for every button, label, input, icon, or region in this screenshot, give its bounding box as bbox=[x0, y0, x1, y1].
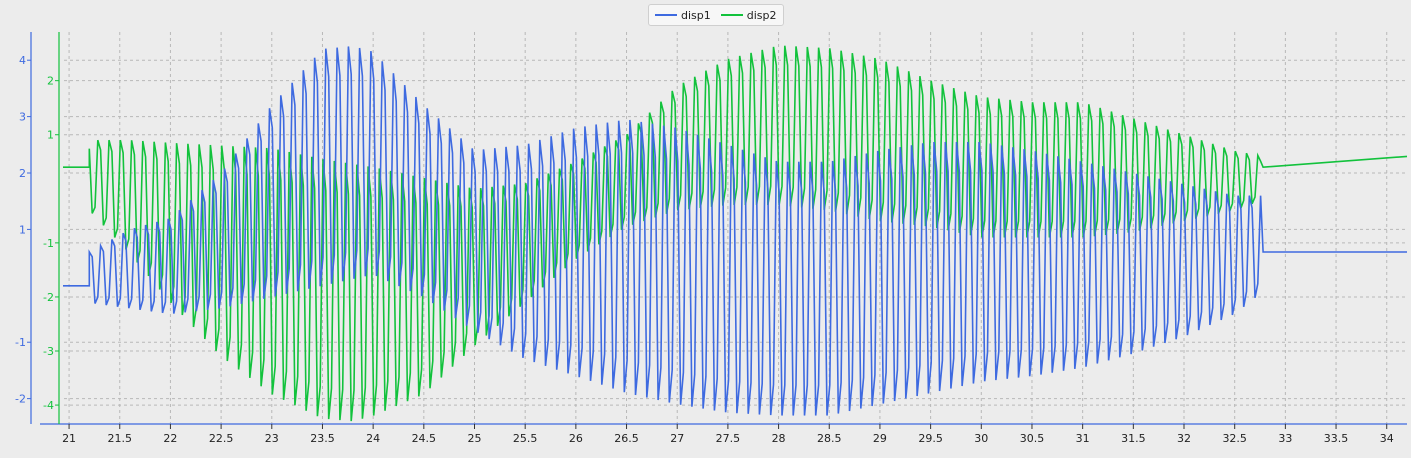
y-tick-label-disp1: -2 bbox=[15, 393, 26, 406]
x-tick-label: 30.5 bbox=[1020, 432, 1045, 445]
x-tick-label: 25 bbox=[468, 432, 482, 445]
x-tick-label: 24 bbox=[366, 432, 380, 445]
x-tick-label: 21.5 bbox=[107, 432, 132, 445]
x-tick-label: 29 bbox=[873, 432, 887, 445]
x-tick-label: 23 bbox=[265, 432, 279, 445]
y-tick-label-disp2: 2 bbox=[47, 75, 54, 88]
legend-swatch-disp2 bbox=[720, 14, 743, 16]
series-line-disp1 bbox=[63, 46, 1407, 416]
y-tick-label-disp2: -3 bbox=[43, 345, 54, 358]
legend-label-disp1: disp1 bbox=[681, 8, 711, 22]
x-tick-label: 24.5 bbox=[412, 432, 437, 445]
x-tick-label: 30 bbox=[974, 432, 988, 445]
x-tick-label: 22 bbox=[163, 432, 177, 445]
y-tick-label-disp2: -2 bbox=[43, 291, 54, 304]
series-line-disp2 bbox=[63, 45, 1408, 422]
x-tick-label: 29.5 bbox=[918, 432, 943, 445]
x-tick-label: 21 bbox=[62, 432, 76, 445]
y-tick-label-disp2: -1 bbox=[43, 237, 54, 250]
y-tick-label-disp2: -4 bbox=[43, 399, 54, 412]
x-tick-label: 34 bbox=[1380, 432, 1394, 445]
x-tick-label: 32 bbox=[1177, 432, 1191, 445]
legend-item-disp1[interactable]: disp1 bbox=[655, 9, 711, 22]
x-tick-label: 33 bbox=[1278, 432, 1292, 445]
x-tick-label: 25.5 bbox=[513, 432, 538, 445]
y-tick-label-disp1: 3 bbox=[19, 111, 26, 124]
legend: disp1 disp2 bbox=[648, 4, 784, 26]
x-tick-label: 28.5 bbox=[817, 432, 842, 445]
x-tick-label: 31 bbox=[1076, 432, 1090, 445]
legend-swatch-disp1 bbox=[655, 14, 677, 16]
x-tick-label: 27.5 bbox=[716, 432, 741, 445]
x-tick-label: 31.5 bbox=[1121, 432, 1146, 445]
y-tick-label-disp2: 1 bbox=[47, 129, 54, 142]
x-tick-label: 26.5 bbox=[614, 432, 639, 445]
y-tick-label-disp1: 1 bbox=[19, 223, 26, 236]
legend-label-disp2: disp2 bbox=[746, 8, 777, 22]
x-tick-label: 27 bbox=[670, 432, 684, 445]
y-tick-label-disp1: 4 bbox=[19, 54, 26, 67]
x-tick-label: 28 bbox=[772, 432, 786, 445]
x-tick-label: 26 bbox=[569, 432, 583, 445]
x-tick-label: 33.5 bbox=[1324, 432, 1349, 445]
y-tick-label-disp1: -1 bbox=[15, 336, 26, 349]
x-tick-label: 32.5 bbox=[1222, 432, 1247, 445]
x-tick-label: 23.5 bbox=[310, 432, 335, 445]
legend-item-disp2[interactable]: disp2 bbox=[720, 8, 777, 22]
y-tick-label-disp1: 2 bbox=[19, 167, 26, 180]
x-tick-label: 22.5 bbox=[209, 432, 234, 445]
